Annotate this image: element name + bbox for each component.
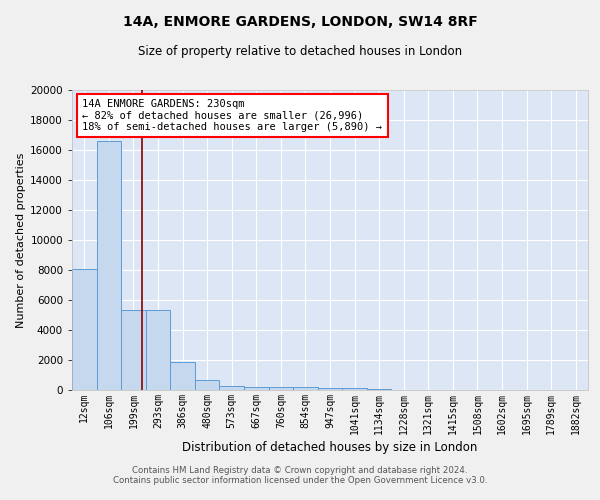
Bar [293, 388, 318, 390]
Text: 14A ENMORE GARDENS: 230sqm
← 82% of detached houses are smaller (26,996)
18% of : 14A ENMORE GARDENS: 230sqm ← 82% of deta… [82, 99, 382, 132]
Bar [97, 141, 121, 390]
Bar [342, 388, 367, 390]
Text: 14A, ENMORE GARDENS, LONDON, SW14 8RF: 14A, ENMORE GARDENS, LONDON, SW14 8RF [122, 15, 478, 29]
Bar [269, 387, 293, 390]
Bar [170, 362, 195, 390]
Bar [121, 310, 146, 390]
Bar [244, 386, 269, 390]
Y-axis label: Number of detached properties: Number of detached properties [16, 152, 26, 328]
Bar [220, 386, 244, 390]
Text: Contains HM Land Registry data © Crown copyright and database right 2024.
Contai: Contains HM Land Registry data © Crown c… [113, 466, 487, 485]
Bar [72, 269, 97, 390]
Text: Size of property relative to detached houses in London: Size of property relative to detached ho… [138, 45, 462, 58]
Bar [195, 380, 220, 390]
X-axis label: Distribution of detached houses by size in London: Distribution of detached houses by size … [182, 441, 478, 454]
Bar [146, 310, 170, 390]
Bar [367, 388, 391, 390]
Bar [318, 388, 342, 390]
